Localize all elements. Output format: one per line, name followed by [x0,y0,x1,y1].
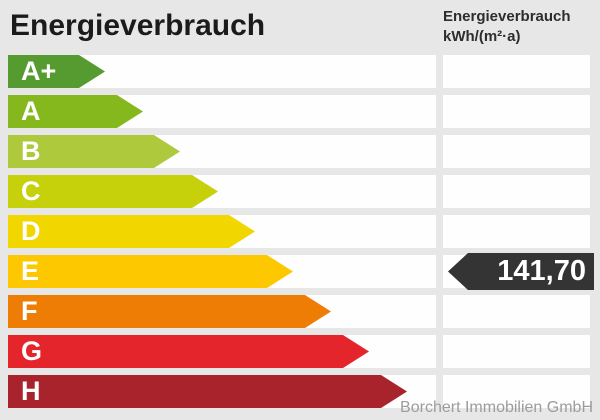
value-cell [443,175,590,208]
scale-row-h: H [0,375,600,408]
unit-header-line2: kWh/(m²·a) [443,28,521,45]
unit-header-line1: Energieverbrauch [443,8,571,25]
energy-arrow-d: D [8,215,255,248]
arrow-label: F [21,296,38,326]
energy-arrow-c: C [8,175,218,208]
value-cell [443,55,590,88]
energy-arrow-b: B [8,135,180,168]
row-band: A [8,95,436,128]
value-cell [443,295,590,328]
scale-row-f: F [0,295,600,328]
scale-row-c: C [0,175,600,208]
arrow-label: B [21,136,41,166]
energy-arrow-e: E [8,255,293,288]
energy-arrow-h: H [8,375,407,408]
scale-row-a: A [0,95,600,128]
row-band: G [8,335,436,368]
row-band: B [8,135,436,168]
row-band: F [8,295,436,328]
arrow-label: H [21,376,41,406]
arrow-label: E [21,256,40,286]
company-credit: Borchert Immobilien GmbH [400,399,593,416]
scale-row-e: E 141,70 [0,253,600,290]
energy-arrow-f: F [8,295,331,328]
row-band: E [8,255,436,288]
arrow-label: C [21,176,41,206]
value-cell [443,215,590,248]
value-cell: 141,70 [443,253,594,290]
scale-row-g: G [0,335,600,368]
energy-arrow-g: G [8,335,369,368]
arrow-label: A [21,96,41,126]
row-band: D [8,215,436,248]
value-cell [443,95,590,128]
row-band: H [8,375,436,408]
row-band: A+ [8,55,436,88]
energy-arrow-a: A [8,95,143,128]
arrow-label: A+ [21,56,57,86]
arrow-label: G [21,336,43,366]
value-cell [443,375,590,408]
page-title: Energieverbrauch [10,9,266,42]
scale-row-a+: A+ [0,55,600,88]
unit-header: Energieverbrauch kWh/(m²·a) [443,7,571,47]
value-marker-badge: 141,70 [448,253,594,290]
value-cell [443,335,590,368]
value-cell [443,135,590,168]
energy-scale: A+ A B C D E 141,70 F G H [0,55,600,415]
scale-row-b: B [0,135,600,168]
scale-row-d: D [0,215,600,248]
energy-arrow-a+: A+ [8,55,105,88]
row-band: C [8,175,436,208]
arrow-label: D [21,216,41,246]
